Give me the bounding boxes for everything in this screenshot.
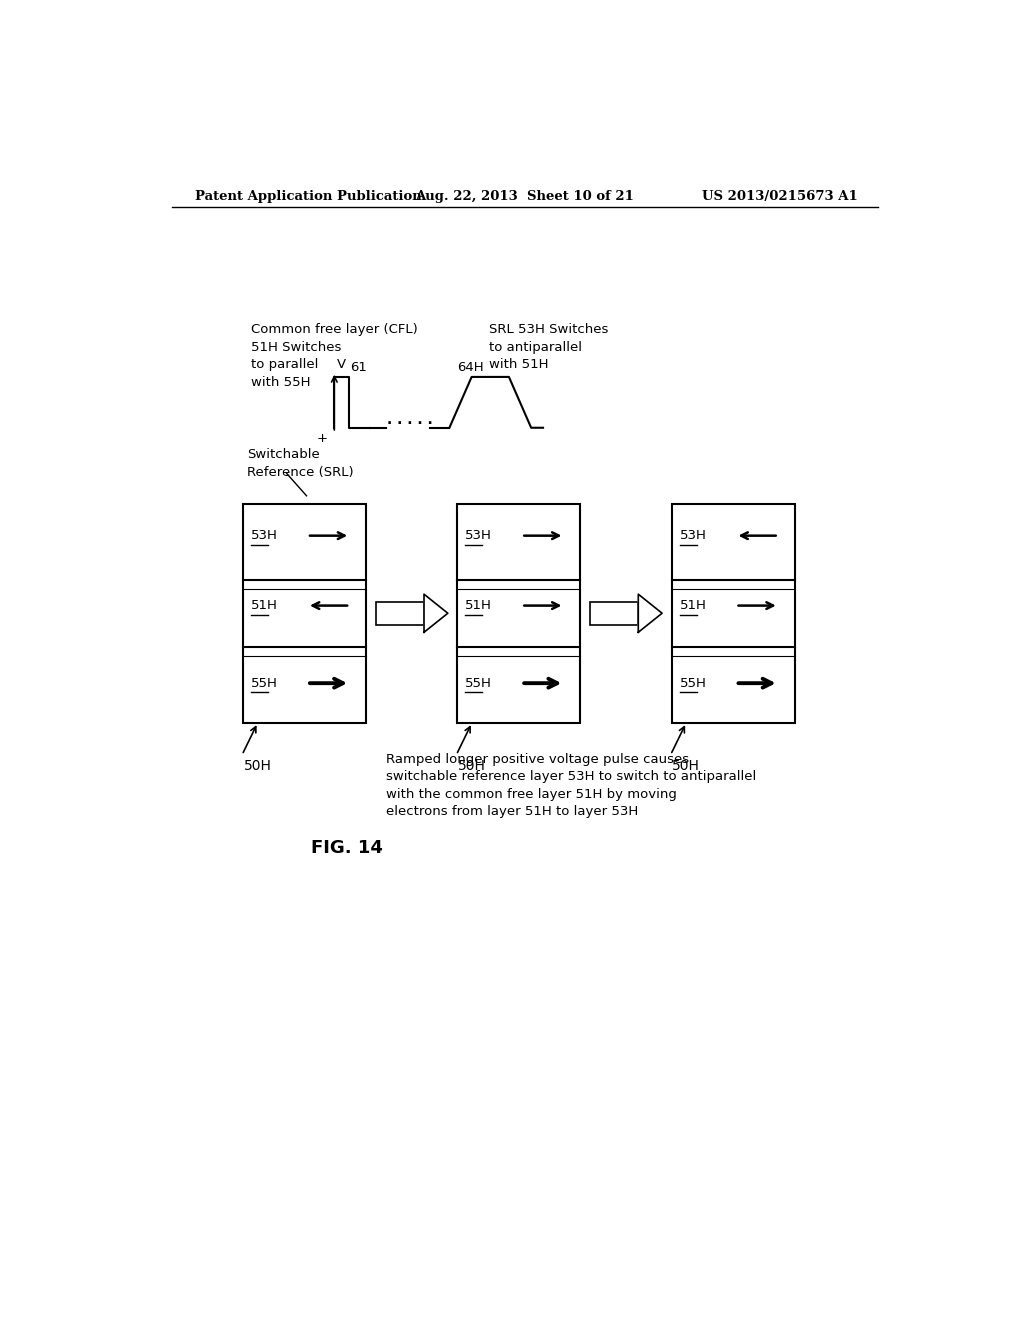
Text: 55H: 55H [680, 677, 707, 689]
Text: US 2013/0215673 A1: US 2013/0215673 A1 [702, 190, 858, 202]
Bar [458, 504, 581, 722]
Text: 50H: 50H [458, 759, 485, 774]
Text: 64H: 64H [458, 360, 484, 374]
Text: Aug. 22, 2013  Sheet 10 of 21: Aug. 22, 2013 Sheet 10 of 21 [416, 190, 634, 202]
Text: Switchable
Reference (SRL): Switchable Reference (SRL) [247, 447, 353, 479]
Text: 53H: 53H [251, 529, 278, 543]
Text: 53H: 53H [465, 529, 493, 543]
Bar [590, 602, 638, 624]
Bar [243, 504, 367, 722]
Text: 55H: 55H [251, 677, 278, 689]
Polygon shape [638, 594, 663, 632]
Text: 51H: 51H [251, 599, 278, 612]
Text: 53H: 53H [680, 529, 707, 543]
Text: Ramped longer positive voltage pulse causes
switchable reference layer 53H to sw: Ramped longer positive voltage pulse cau… [386, 752, 756, 818]
Bar [672, 504, 795, 722]
Polygon shape [424, 594, 447, 632]
Bar [376, 602, 424, 624]
Text: +: + [317, 432, 328, 445]
Text: 55H: 55H [465, 677, 493, 689]
Text: SRL 53H Switches
to antiparallel
with 51H: SRL 53H Switches to antiparallel with 51… [489, 323, 608, 371]
Text: 51H: 51H [465, 599, 493, 612]
Text: FIG. 14: FIG. 14 [310, 840, 382, 858]
Text: V: V [337, 358, 346, 371]
Text: 51H: 51H [680, 599, 707, 612]
Text: 61: 61 [350, 360, 367, 374]
Text: . . . . .: . . . . . [387, 413, 432, 426]
Text: Common free layer (CFL)
51H Switches
to parallel
with 55H: Common free layer (CFL) 51H Switches to … [251, 323, 418, 388]
Text: 50H: 50H [244, 759, 271, 774]
Text: 50H: 50H [672, 759, 700, 774]
Text: Patent Application Publication: Patent Application Publication [196, 190, 422, 202]
